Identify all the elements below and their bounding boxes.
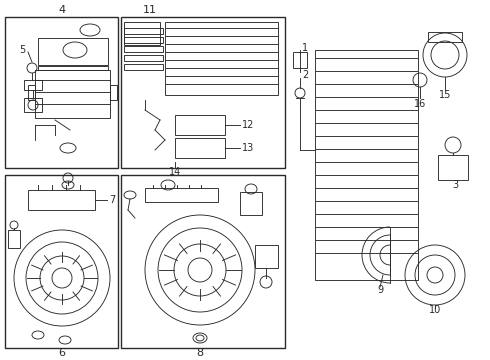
Bar xyxy=(124,37,163,43)
Text: 11: 11 xyxy=(143,5,157,15)
Bar xyxy=(35,70,110,118)
Bar xyxy=(428,32,462,42)
Bar xyxy=(38,38,108,65)
Bar xyxy=(38,66,108,70)
Bar xyxy=(315,50,418,280)
Text: 8: 8 xyxy=(196,348,203,358)
Bar xyxy=(240,192,262,215)
Bar xyxy=(24,80,42,90)
Text: 14: 14 xyxy=(169,167,181,177)
Bar xyxy=(124,22,160,45)
Bar xyxy=(124,64,163,70)
Bar xyxy=(124,28,163,34)
Bar xyxy=(121,175,285,348)
Text: 4: 4 xyxy=(58,5,66,15)
Bar xyxy=(145,188,218,202)
Bar xyxy=(5,175,118,348)
Bar xyxy=(124,55,163,61)
Bar xyxy=(175,138,225,158)
Text: 2: 2 xyxy=(302,70,308,80)
Text: 6: 6 xyxy=(58,348,66,358)
Text: 3: 3 xyxy=(452,180,458,190)
Bar xyxy=(5,17,118,168)
Bar xyxy=(165,22,278,95)
Bar xyxy=(28,190,95,210)
Text: 10: 10 xyxy=(429,305,441,315)
Text: 16: 16 xyxy=(414,99,426,109)
Text: 15: 15 xyxy=(439,90,451,100)
Bar xyxy=(28,85,35,100)
Bar xyxy=(8,230,20,248)
Bar xyxy=(110,85,117,100)
Bar xyxy=(121,17,285,168)
Text: 12: 12 xyxy=(242,120,254,130)
Text: 1: 1 xyxy=(302,43,308,53)
Text: 7: 7 xyxy=(109,195,115,205)
Bar xyxy=(175,115,225,135)
Bar xyxy=(293,52,307,68)
Text: 13: 13 xyxy=(242,143,254,153)
Bar xyxy=(24,98,42,112)
Bar xyxy=(255,245,278,268)
Text: 9: 9 xyxy=(377,285,383,295)
Bar xyxy=(124,46,163,52)
Text: 5: 5 xyxy=(19,45,25,55)
Bar xyxy=(438,155,468,180)
